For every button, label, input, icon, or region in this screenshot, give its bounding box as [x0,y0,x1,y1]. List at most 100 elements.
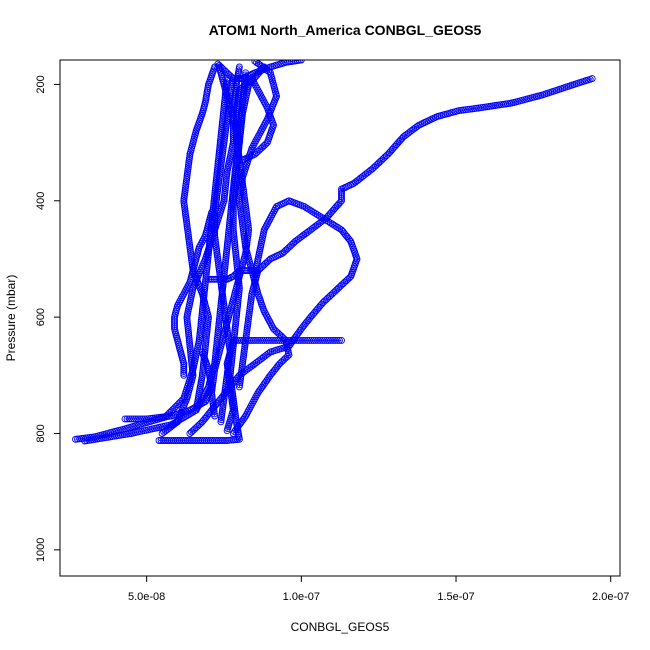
data-point [176,298,184,306]
data-point [335,336,343,344]
data-point [180,197,188,205]
data-point [294,60,301,65]
data-point [302,204,310,212]
data-point [290,335,298,343]
data-point [195,401,202,409]
data-point [219,147,227,155]
data-point [184,167,192,175]
data-point [208,208,216,216]
data-point [224,365,232,373]
data-point [246,303,254,311]
data-point [338,189,345,197]
data-point [265,256,273,264]
data-point [229,430,237,437]
data-point [313,211,321,219]
data-point [234,101,241,109]
data-point [286,341,294,348]
data-point [125,415,133,423]
data-point [287,339,295,347]
data-point [306,206,314,214]
y-tick-label: 600 [35,308,47,326]
data-point [333,336,341,344]
data-point [179,292,187,300]
data-point [235,88,243,96]
data-point [289,337,297,345]
data-point [239,267,247,275]
data-point [225,340,233,348]
data-point [326,219,334,227]
y-tick-label: 400 [35,192,47,210]
data-point [312,210,320,218]
data-point [185,235,193,243]
data-point [237,169,245,177]
data-point [253,149,260,157]
data-point [210,408,218,416]
data-point [237,419,245,427]
data-point [222,380,230,388]
data-point [258,94,266,102]
data-point [238,417,246,425]
data-point [271,336,279,344]
data-point [301,336,309,344]
data-point [102,434,110,442]
data-point [464,105,472,113]
data-point [244,224,252,232]
data-point [195,243,203,251]
data-point [262,222,270,230]
data-point [123,415,131,423]
data-point [219,145,227,153]
data-point [257,385,264,393]
data-point [121,415,129,423]
data-point [242,412,250,420]
data-point [233,424,241,432]
data-point [310,208,318,216]
data-point [222,382,230,390]
data-point [219,297,227,305]
data-point [247,294,255,302]
data-point [258,384,266,391]
data-point [297,336,305,344]
data-point [206,275,214,283]
data-point [250,267,258,275]
data-point [182,180,190,188]
data-point [134,415,142,423]
series-12 [121,348,216,423]
data-point [180,195,188,203]
data-point [455,107,463,115]
data-point [229,75,237,83]
data-point [241,196,249,204]
data-point [243,213,251,221]
data-point [459,106,467,114]
data-point [239,358,247,366]
data-point [239,156,246,164]
data-point [336,225,344,233]
x-axis-label: CONBGL_GEOS5 [291,620,390,634]
data-point [243,241,251,249]
data-point [253,60,261,66]
x-tick-label: 5.0e-08 [128,591,165,603]
data-point [295,328,303,336]
data-point [338,336,345,344]
data-point [181,210,189,217]
data-point [332,222,340,230]
data-point [244,317,252,325]
data-point [273,203,281,211]
y-tick-label: 800 [35,424,47,442]
data-point [212,242,220,250]
data-point [181,207,189,215]
data-point [233,75,241,83]
data-point [191,403,199,411]
data-point [300,231,308,239]
data-point [198,399,206,407]
data-point [221,132,229,140]
data-point [327,336,335,344]
data-point [239,184,247,192]
data-point [214,255,222,263]
data-point [265,349,273,357]
data-point [239,416,247,423]
data-point [264,375,272,383]
data-point [234,423,242,430]
data-point [212,200,220,208]
data-point [472,104,480,112]
data-point [237,372,245,380]
